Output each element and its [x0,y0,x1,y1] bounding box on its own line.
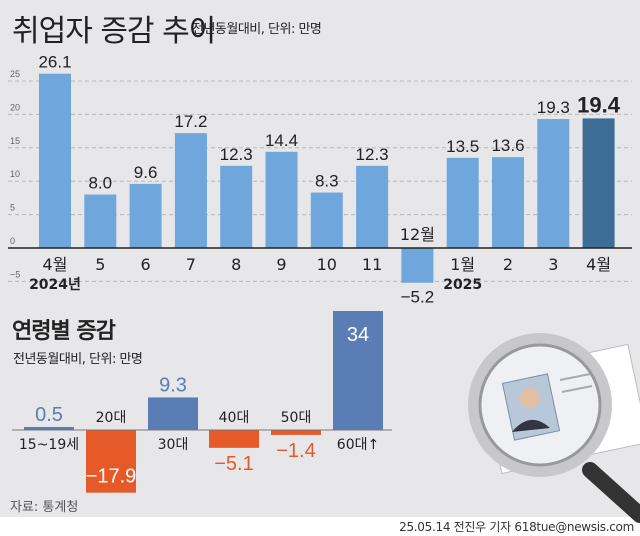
data-label: 8.3 [315,172,339,191]
y-tick-label: 20 [10,102,20,112]
data-label: 12.3 [220,145,253,164]
bar [220,165,253,248]
bar [24,427,74,430]
data-label: 17.2 [174,112,207,131]
x-tick-label: 10 [317,255,337,274]
source-note: 자료: 통계청 [10,500,79,515]
year-label: 2025 [443,277,482,293]
x-tick-label: 2 [503,255,513,274]
bar [86,430,136,493]
bar [209,430,259,448]
data-label: −5.2 [401,288,435,307]
data-label: 12.3 [356,145,389,164]
x-tick-label: 15~19세 [19,437,79,453]
year-label: 2024년 [29,277,81,293]
x-tick-label: 5 [95,255,105,274]
y-tick-label: 5 [10,203,15,213]
y-tick-label: 25 [10,69,20,79]
bar [271,430,321,435]
data-label: 13.6 [491,136,524,155]
bar [356,165,389,248]
x-tick-label: 40대 [219,410,250,426]
x-tick-label: 11 [362,255,382,274]
chart-title: 취업자 증감 추이 [12,14,216,49]
bar [265,151,298,248]
bar [84,194,117,248]
age-chart-subtitle: 전년동월대비, 단위: 만명 [13,352,143,367]
person-head-icon [520,388,540,408]
y-tick-label: 15 [10,136,20,146]
data-label: −17.9 [86,466,137,488]
data-label: 14.4 [265,131,298,150]
bar [582,118,615,249]
bar [39,73,71,248]
data-label: 34 [347,324,369,346]
x-tick-label: 6 [141,255,151,274]
x-tick-label: 60대↑ [337,437,379,453]
x-tick-label: 3 [548,255,558,274]
bar [537,119,570,249]
data-label: 19.4 [577,92,621,117]
data-label: 8.0 [88,174,112,193]
bar [401,248,434,283]
x-tick-label: 50대 [281,410,312,426]
bar [333,311,383,430]
x-tick-label: 20대 [96,410,127,426]
magnifier-handle-icon [582,462,640,523]
y-tick-label: 0 [10,236,15,246]
x-tick-label: 12월 [400,225,435,244]
x-tick-label: 9 [276,255,286,274]
text-line-icon [561,385,593,393]
y-tick-label: 10 [10,169,20,179]
bar [446,157,479,248]
x-tick-label: 1월 [450,255,475,274]
person-body-icon [512,419,550,432]
data-label: 13.5 [446,137,479,156]
x-tick-label: 4월 [586,255,611,274]
bar [174,133,207,248]
bar [129,183,162,248]
chart-subtitle: 전년동월대비, 단위: 만명 [192,22,322,37]
text-line-icon [559,373,591,381]
y-tick-label: −5 [10,269,20,279]
x-tick-label: 8 [231,255,241,274]
data-label: 19.3 [537,98,570,117]
data-label: 26.1 [38,53,71,72]
data-label: −5.1 [214,453,253,475]
age-chart-title: 연령별 증감 [12,319,116,344]
credit-line: 25.05.14 전진우 기자 618tue@newsis.com [399,520,634,534]
data-label: −1.4 [276,440,315,462]
data-label: 9.3 [159,374,187,396]
data-label: 9.6 [134,163,158,182]
bar [148,397,198,430]
x-tick-label: 7 [186,255,196,274]
x-tick-label: 30대 [158,437,189,453]
bar [310,192,343,248]
bar [492,157,524,248]
data-label: 0.5 [35,404,63,426]
x-tick-label: 4월 [43,255,68,274]
